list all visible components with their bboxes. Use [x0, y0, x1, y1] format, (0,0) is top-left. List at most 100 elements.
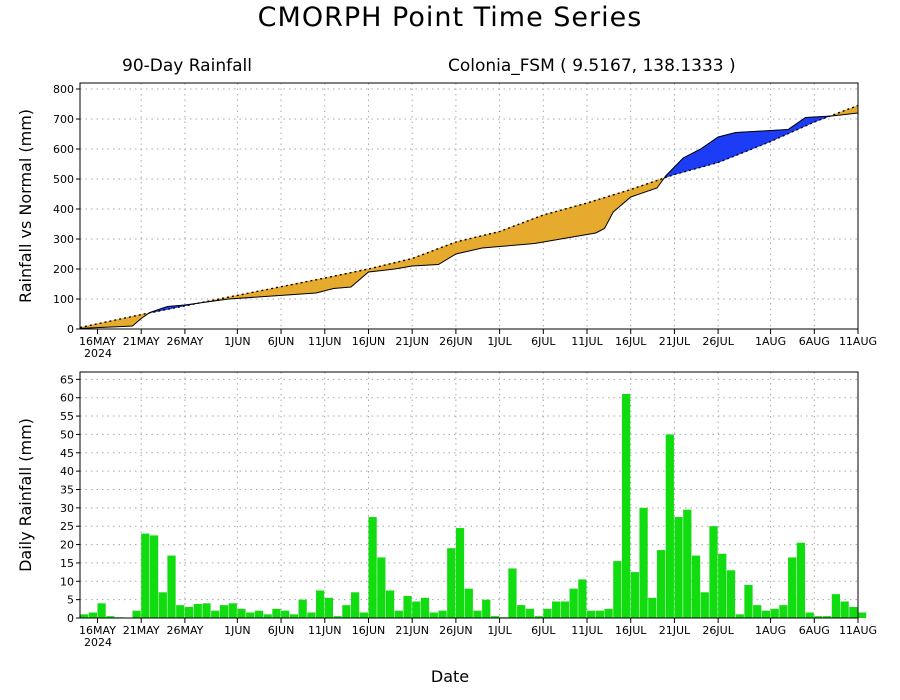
daily-bar [254, 610, 264, 618]
difference-segment [337, 274, 343, 289]
daily-bar [587, 610, 596, 618]
difference-segment [722, 134, 728, 162]
daily-bar [482, 599, 491, 618]
difference-segment [385, 263, 391, 271]
bottom-xtick-label: 21JUL [659, 624, 691, 637]
daily-bar [735, 614, 744, 618]
daily-bar [316, 590, 325, 618]
difference-segment [521, 221, 527, 245]
bottom-xtick-label: 16MAY [79, 624, 116, 637]
chart-title: CMORPH Point Time Series [257, 2, 643, 33]
daily-bar [683, 509, 692, 618]
daily-bar [788, 557, 797, 618]
difference-segment [560, 208, 566, 240]
daily-bar [80, 614, 89, 618]
difference-segment [127, 316, 133, 327]
daily-bar [700, 592, 709, 618]
bottom-xtick-label: 21JUN [395, 624, 429, 637]
difference-segment [516, 222, 522, 246]
difference-segment [420, 253, 426, 266]
daily-bar [447, 548, 456, 618]
top-xtick-label: 11JUL [571, 335, 603, 348]
difference-segment [848, 106, 854, 115]
top-ytick-label: 500 [53, 173, 74, 186]
bottom-ytick-label: 25 [60, 520, 74, 533]
top-xtick-label: 6AUG [799, 335, 830, 348]
daily-bar [770, 608, 779, 618]
daily-bar [377, 557, 386, 618]
bottom-ytick-label: 50 [60, 428, 74, 441]
daily-bar [141, 533, 150, 618]
difference-segment [805, 116, 811, 127]
bottom-xtick-label: 6AUG [799, 624, 830, 637]
daily-bar [289, 614, 299, 618]
daily-bar [805, 612, 814, 618]
difference-segment [757, 130, 763, 148]
daily-bar [779, 605, 788, 618]
difference-segment [285, 284, 291, 296]
daily-bar [202, 603, 211, 618]
bottom-xtick-label: 6JUN [268, 624, 295, 637]
difference-segment [490, 232, 496, 248]
difference-segment [525, 219, 531, 245]
bottom-xtick-label: 26JUL [702, 624, 734, 637]
difference-segment [591, 199, 597, 235]
difference-segment [556, 209, 562, 241]
difference-segment [551, 211, 557, 241]
difference-segment [599, 197, 605, 232]
difference-segment [311, 279, 317, 294]
daily-bar [219, 605, 229, 618]
cumulative-panel: 16MAY 21MAY 26MAY 1JUN 6JUN 11JUN 16JUN 21JUN 26… [16, 82, 877, 360]
difference-segment [105, 320, 111, 328]
difference-segment [529, 217, 535, 245]
difference-segment [341, 273, 347, 289]
top-year-label: 2024 [84, 347, 112, 360]
difference-segment [433, 248, 439, 266]
bottom-xtick-label: 1JUL [487, 624, 512, 637]
daily-bar [569, 588, 578, 618]
observed-line [79, 112, 859, 329]
difference-segment [713, 136, 719, 165]
daily-bar [342, 605, 351, 618]
daily-bar [578, 579, 587, 618]
daily-bar [648, 597, 657, 618]
daily-bar [368, 517, 377, 618]
top-xtick-label: 1JUN [224, 335, 251, 348]
daily-bar [490, 616, 500, 618]
top-xtick-label: 26JUN [439, 335, 473, 348]
daily-bar [359, 612, 368, 618]
daily-bar [149, 535, 159, 618]
top-ytick-label: 700 [53, 113, 74, 126]
difference-segment [691, 150, 697, 171]
daily-bar [525, 608, 535, 618]
daily-bar [298, 599, 307, 618]
difference-segment [730, 132, 736, 158]
top-xtick-label: 16MAY [79, 335, 116, 348]
bottom-xtick-label: 11JUN [308, 624, 342, 637]
bottom-ytick-label: 10 [60, 575, 74, 588]
bottom-ytick-label: 60 [60, 392, 74, 405]
difference-segment [302, 281, 308, 295]
daily-bar [543, 608, 552, 618]
daily-bar [604, 608, 613, 618]
x-axis-label: Date [431, 667, 469, 686]
daily-bar [132, 610, 141, 618]
difference-segment [424, 251, 430, 266]
top-ytick-label: 400 [53, 203, 74, 216]
difference-segment [459, 239, 465, 254]
difference-segment [263, 288, 269, 297]
top-ytick-label: 800 [53, 83, 74, 96]
top-xtick-label: 26MAY [166, 335, 203, 348]
top-xtick-label: 6JUL [531, 335, 556, 348]
daily-bar [106, 616, 115, 618]
difference-segment [333, 274, 339, 289]
difference-segment [293, 282, 299, 295]
bottom-ytick-label: 55 [60, 410, 74, 423]
difference-segment [289, 283, 295, 296]
top-xtick-label: 21JUL [659, 335, 691, 348]
daily-bar [552, 601, 561, 618]
bottom-ytick-label: 20 [60, 539, 74, 552]
difference-segment [704, 142, 710, 167]
bottom-xtick-label: 11AUG [839, 624, 877, 637]
difference-segment [499, 229, 505, 247]
